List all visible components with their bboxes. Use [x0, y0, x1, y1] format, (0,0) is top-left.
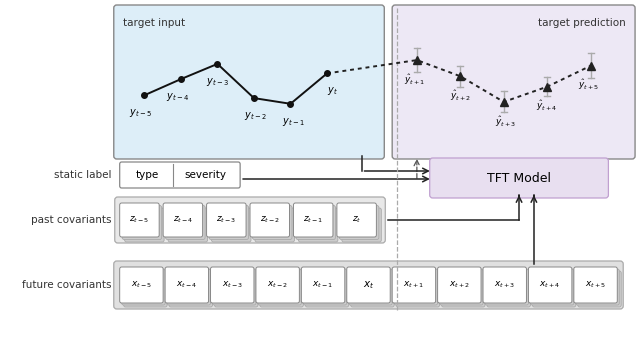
FancyBboxPatch shape — [301, 267, 345, 303]
FancyBboxPatch shape — [256, 267, 300, 303]
Text: $y_t$: $y_t$ — [326, 85, 337, 97]
Text: $x_{t+2}$: $x_{t+2}$ — [449, 280, 470, 290]
FancyBboxPatch shape — [253, 206, 292, 240]
Text: severity: severity — [184, 170, 227, 180]
FancyBboxPatch shape — [438, 267, 481, 303]
FancyBboxPatch shape — [211, 267, 254, 303]
FancyBboxPatch shape — [298, 208, 338, 242]
FancyBboxPatch shape — [576, 269, 620, 305]
FancyBboxPatch shape — [168, 208, 207, 242]
FancyBboxPatch shape — [429, 158, 609, 198]
FancyBboxPatch shape — [212, 269, 256, 305]
Text: $y_{t-2}$: $y_{t-2}$ — [244, 110, 266, 122]
Text: $\hat{y}_{t+1}$: $\hat{y}_{t+1}$ — [404, 72, 426, 87]
FancyBboxPatch shape — [255, 208, 294, 242]
FancyBboxPatch shape — [440, 269, 483, 305]
Text: $z_{t-5}$: $z_{t-5}$ — [129, 215, 150, 225]
FancyBboxPatch shape — [294, 203, 333, 237]
FancyBboxPatch shape — [250, 203, 289, 237]
Text: $x_{t-4}$: $x_{t-4}$ — [176, 280, 198, 290]
FancyBboxPatch shape — [207, 203, 246, 237]
FancyBboxPatch shape — [347, 267, 390, 303]
Text: type: type — [136, 170, 159, 180]
Text: $z_{t-4}$: $z_{t-4}$ — [173, 215, 193, 225]
FancyBboxPatch shape — [531, 269, 574, 305]
FancyBboxPatch shape — [349, 269, 392, 305]
FancyBboxPatch shape — [487, 271, 531, 307]
Text: $z_{t-1}$: $z_{t-1}$ — [303, 215, 323, 225]
Text: $z_{t-2}$: $z_{t-2}$ — [260, 215, 280, 225]
FancyBboxPatch shape — [442, 271, 485, 307]
FancyBboxPatch shape — [305, 271, 349, 307]
FancyBboxPatch shape — [578, 271, 621, 307]
Text: $y_{t-4}$: $y_{t-4}$ — [166, 91, 189, 103]
Text: $x_t$: $x_t$ — [363, 279, 374, 291]
FancyBboxPatch shape — [165, 267, 209, 303]
FancyBboxPatch shape — [163, 203, 203, 237]
Text: $x_{t+3}$: $x_{t+3}$ — [494, 280, 515, 290]
FancyBboxPatch shape — [114, 261, 623, 309]
Text: $x_{t+5}$: $x_{t+5}$ — [585, 280, 606, 290]
Text: $x_{t-2}$: $x_{t-2}$ — [267, 280, 288, 290]
FancyBboxPatch shape — [115, 197, 385, 243]
Text: $x_{t-3}$: $x_{t-3}$ — [221, 280, 243, 290]
FancyBboxPatch shape — [303, 269, 347, 305]
FancyBboxPatch shape — [529, 267, 572, 303]
Text: $\hat{y}_{t+5}$: $\hat{y}_{t+5}$ — [578, 78, 599, 92]
Text: $\hat{y}_{t+3}$: $\hat{y}_{t+3}$ — [495, 114, 516, 128]
Text: $y_{t-3}$: $y_{t-3}$ — [206, 76, 229, 88]
Text: $y_{t-5}$: $y_{t-5}$ — [129, 107, 152, 119]
FancyBboxPatch shape — [574, 267, 618, 303]
FancyBboxPatch shape — [120, 203, 159, 237]
FancyBboxPatch shape — [396, 271, 440, 307]
FancyBboxPatch shape — [211, 208, 251, 242]
Text: $\hat{y}_{t+2}$: $\hat{y}_{t+2}$ — [450, 88, 471, 103]
FancyBboxPatch shape — [258, 269, 301, 305]
Text: $x_{t-1}$: $x_{t-1}$ — [312, 280, 333, 290]
FancyBboxPatch shape — [392, 5, 635, 159]
Text: $\hat{y}_{t+4}$: $\hat{y}_{t+4}$ — [536, 99, 558, 113]
Text: TFT Model: TFT Model — [487, 172, 551, 184]
Text: $y_{t-1}$: $y_{t-1}$ — [282, 116, 305, 128]
Text: static label: static label — [54, 170, 112, 180]
FancyBboxPatch shape — [260, 271, 303, 307]
FancyBboxPatch shape — [120, 162, 240, 188]
FancyBboxPatch shape — [167, 269, 211, 305]
FancyBboxPatch shape — [337, 203, 376, 237]
Text: target prediction: target prediction — [538, 18, 626, 28]
FancyBboxPatch shape — [166, 206, 205, 240]
Text: $z_{t-3}$: $z_{t-3}$ — [216, 215, 237, 225]
FancyBboxPatch shape — [209, 206, 248, 240]
Text: future covariants: future covariants — [22, 280, 112, 290]
FancyBboxPatch shape — [124, 271, 167, 307]
FancyBboxPatch shape — [342, 208, 381, 242]
FancyBboxPatch shape — [122, 206, 162, 240]
Text: $x_{t-5}$: $x_{t-5}$ — [131, 280, 152, 290]
FancyBboxPatch shape — [483, 267, 527, 303]
FancyBboxPatch shape — [392, 267, 436, 303]
FancyBboxPatch shape — [169, 271, 212, 307]
Text: past covariants: past covariants — [31, 215, 112, 225]
FancyBboxPatch shape — [532, 271, 576, 307]
Text: $z_t$: $z_t$ — [352, 215, 362, 225]
FancyBboxPatch shape — [114, 5, 384, 159]
FancyBboxPatch shape — [125, 208, 164, 242]
FancyBboxPatch shape — [296, 206, 335, 240]
Text: $x_{t+1}$: $x_{t+1}$ — [403, 280, 424, 290]
FancyBboxPatch shape — [394, 269, 438, 305]
FancyBboxPatch shape — [485, 269, 529, 305]
FancyBboxPatch shape — [351, 271, 394, 307]
FancyBboxPatch shape — [214, 271, 258, 307]
Text: target input: target input — [123, 18, 185, 28]
FancyBboxPatch shape — [120, 267, 163, 303]
FancyBboxPatch shape — [122, 269, 165, 305]
FancyBboxPatch shape — [339, 206, 379, 240]
Text: $x_{t+4}$: $x_{t+4}$ — [540, 280, 561, 290]
